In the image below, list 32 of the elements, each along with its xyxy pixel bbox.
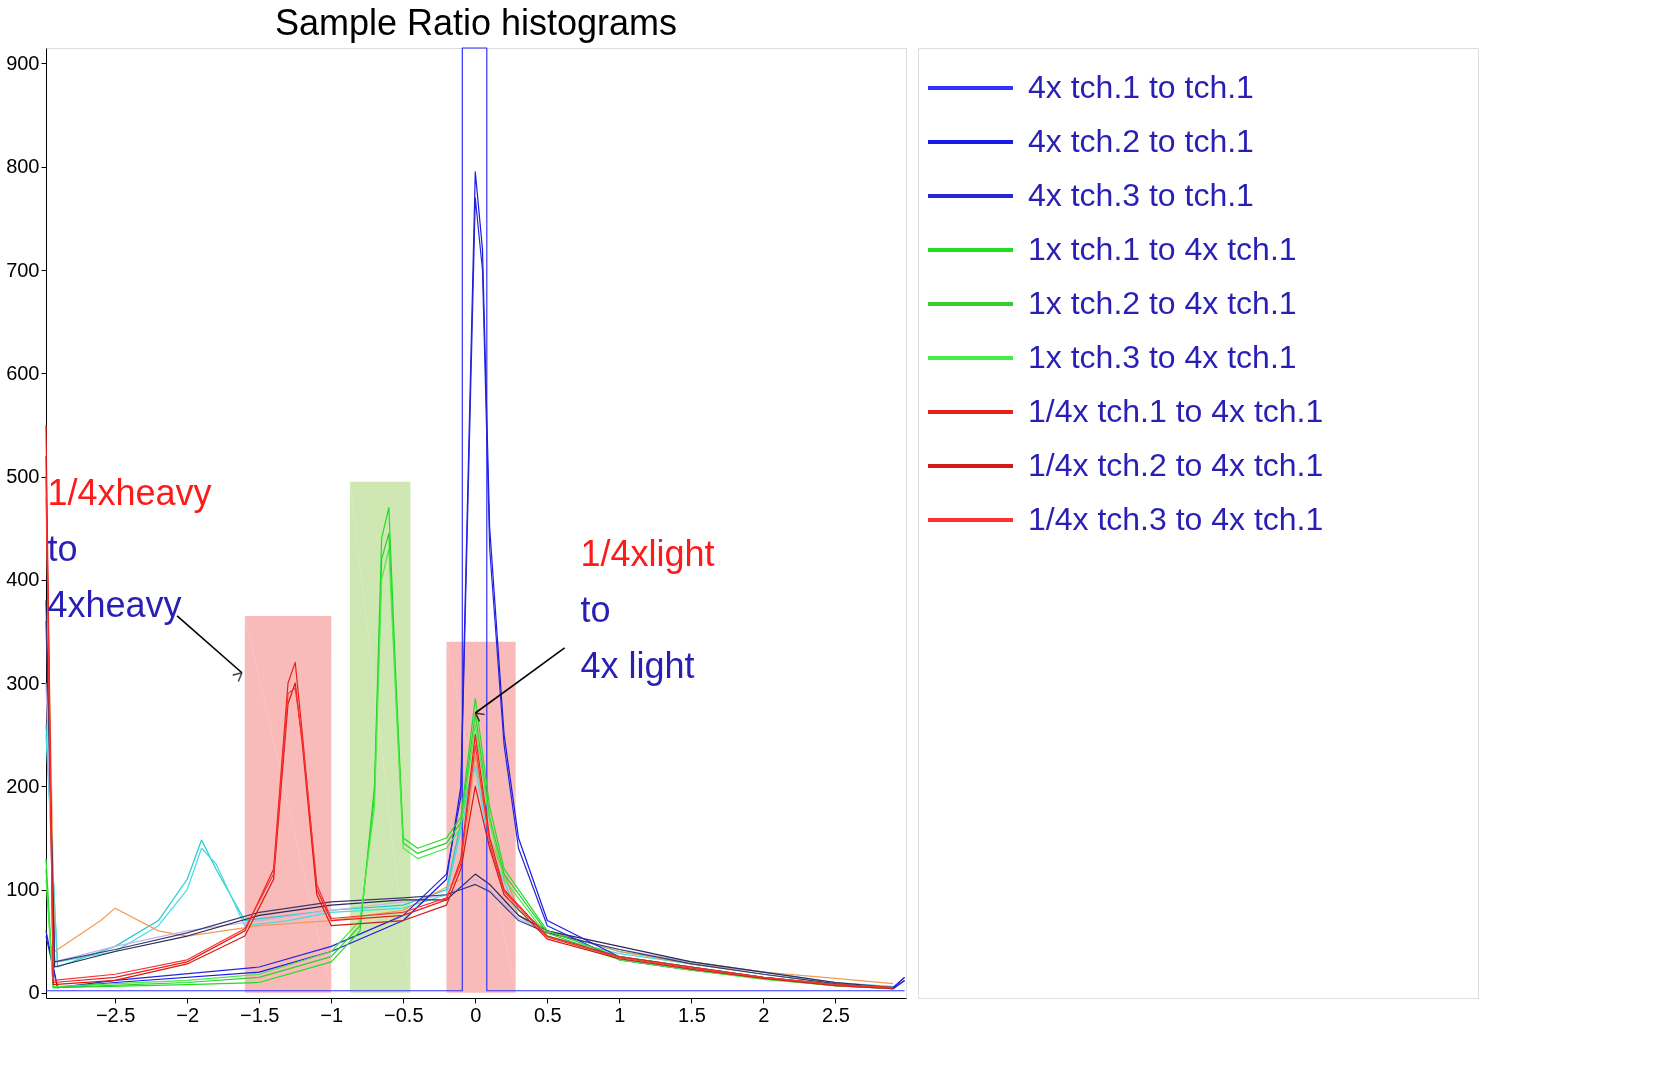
legend-label: 1/4x tch.2 to 4x tch.1 [1028,447,1324,483]
x-tick-label: 0 [470,1003,482,1026]
x-tick-label: 1 [614,1003,626,1026]
y-tick-label: 500 [6,465,40,488]
y-tick-label: 900 [6,51,40,74]
annotation: 1/4xlight to 4x light [580,533,715,687]
x-tick-label: 0.5 [533,1003,562,1026]
legend-label: 1x tch.1 to 4x tch.1 [1028,231,1297,267]
legend-label: 4x tch.1 to tch.1 [1028,69,1254,105]
y-tick-label: 200 [6,774,40,797]
legend-label: 1/4x tch.1 to 4x tch.1 [1028,393,1324,429]
y-tick-label: 300 [6,671,40,694]
chart-title: Sample Ratio histograms [274,2,678,44]
x-tick-label: −1.5 [239,1003,280,1026]
legend-label: 1/4x tch.3 to 4x tch.1 [1028,501,1324,537]
y-tick-label: 800 [6,155,40,178]
y-tick-label: 700 [6,258,40,281]
x-tick-label: 1.5 [677,1003,706,1026]
legend-label: 1x tch.2 to 4x tch.1 [1028,285,1297,321]
x-tick-label: −2.5 [95,1003,136,1026]
y-tick-label: 0 [28,981,40,1004]
x-tick-label: 2.5 [822,1003,850,1026]
legend-label: 1x tch.3 to 4x tch.1 [1028,339,1297,375]
x-tick-label: −1 [320,1003,344,1026]
x-tick-label: −2 [176,1003,200,1026]
x-tick-label: −0.5 [384,1003,424,1026]
y-tick-label: 100 [6,878,40,901]
y-tick-label: 600 [6,361,40,384]
x-tick-label: 2 [758,1003,770,1026]
y-tick-label: 400 [6,568,40,591]
legend-label: 4x tch.3 to tch.1 [1028,177,1254,213]
legend-label: 4x tch.2 to tch.1 [1028,123,1254,159]
